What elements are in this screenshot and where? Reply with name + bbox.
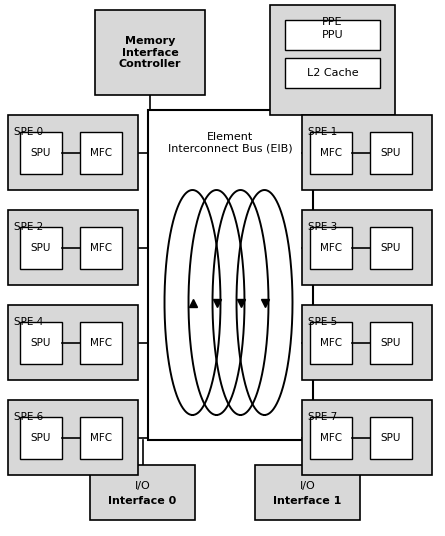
Bar <box>80 132 122 174</box>
Bar <box>370 132 412 174</box>
Bar <box>20 132 62 174</box>
PathPatch shape <box>148 110 313 440</box>
Bar <box>8 210 138 285</box>
Text: Memory
Interface
Controller: Memory Interface Controller <box>119 36 181 69</box>
Text: SPE 5: SPE 5 <box>308 317 337 327</box>
Text: Interface 1: Interface 1 <box>273 496 342 507</box>
Bar <box>8 115 138 190</box>
Text: SPU: SPU <box>31 433 51 443</box>
Text: SPU: SPU <box>31 148 51 158</box>
Text: I/O: I/O <box>135 480 150 490</box>
Text: SPE 0: SPE 0 <box>14 127 43 137</box>
Bar <box>370 417 412 459</box>
Bar <box>302 305 432 380</box>
Text: SPE 6: SPE 6 <box>14 412 43 422</box>
Bar <box>302 400 432 475</box>
Bar <box>20 322 62 364</box>
Text: PPU: PPU <box>322 30 343 40</box>
Bar <box>90 465 195 520</box>
Text: SPE 1: SPE 1 <box>308 127 337 137</box>
Bar <box>20 227 62 269</box>
Text: SPE 3: SPE 3 <box>308 222 337 232</box>
Bar <box>95 10 205 95</box>
Bar <box>285 58 380 88</box>
Text: SPE 4: SPE 4 <box>14 317 43 327</box>
Text: MFC: MFC <box>90 433 112 443</box>
Bar <box>310 132 352 174</box>
Bar <box>20 417 62 459</box>
Text: MFC: MFC <box>90 243 112 253</box>
Bar <box>310 417 352 459</box>
Text: Interface 0: Interface 0 <box>109 496 177 507</box>
Text: SPE 2: SPE 2 <box>14 222 43 232</box>
Bar <box>255 465 360 520</box>
Bar <box>370 322 412 364</box>
Text: SPU: SPU <box>381 243 401 253</box>
Text: SPU: SPU <box>381 148 401 158</box>
Text: PPE: PPE <box>322 17 343 27</box>
Text: SPU: SPU <box>381 338 401 348</box>
Bar <box>370 227 412 269</box>
Bar <box>8 305 138 380</box>
Bar <box>285 20 380 50</box>
Text: MFC: MFC <box>90 338 112 348</box>
Text: Element
Interconnect Bus (EIB): Element Interconnect Bus (EIB) <box>168 132 293 154</box>
Bar <box>270 5 395 115</box>
Bar <box>310 322 352 364</box>
Text: MFC: MFC <box>320 433 342 443</box>
Text: I/O: I/O <box>299 480 316 490</box>
Bar <box>80 322 122 364</box>
Text: MFC: MFC <box>320 243 342 253</box>
Bar <box>310 227 352 269</box>
Bar <box>80 227 122 269</box>
Bar <box>302 115 432 190</box>
Text: MFC: MFC <box>320 148 342 158</box>
Text: SPU: SPU <box>381 433 401 443</box>
Text: SPU: SPU <box>31 243 51 253</box>
Bar <box>8 400 138 475</box>
Text: SPE 7: SPE 7 <box>308 412 337 422</box>
Text: L2 Cache: L2 Cache <box>307 68 358 78</box>
Bar <box>302 210 432 285</box>
Text: MFC: MFC <box>90 148 112 158</box>
Text: MFC: MFC <box>320 338 342 348</box>
Text: SPU: SPU <box>31 338 51 348</box>
Bar <box>80 417 122 459</box>
